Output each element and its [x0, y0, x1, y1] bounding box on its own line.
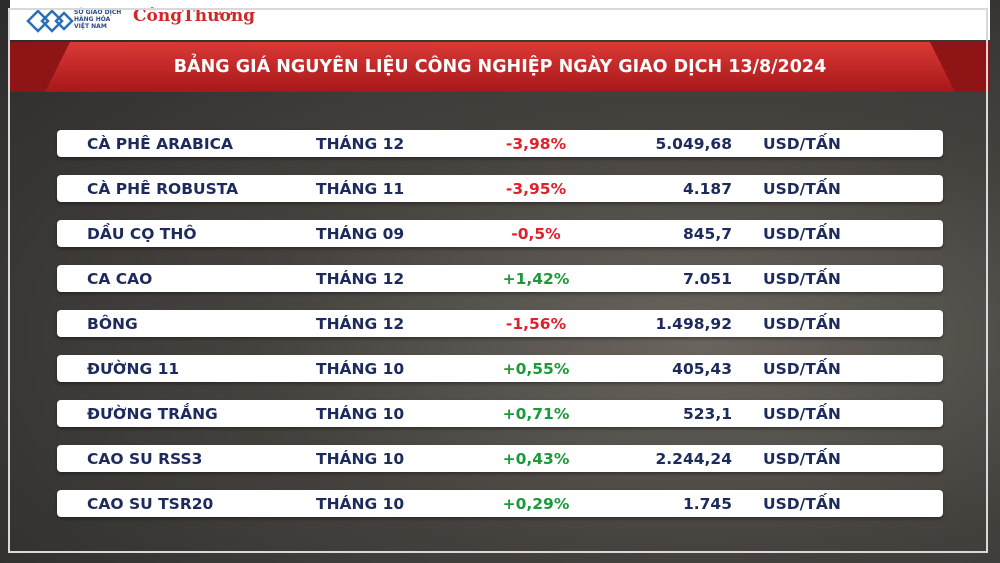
- commodity: CAO SU RSS3: [87, 450, 203, 468]
- contract-month: THÁNG 12: [316, 270, 405, 288]
- unit: USD/TẤN: [763, 180, 841, 198]
- unit: USD/TẤN: [763, 225, 841, 243]
- contract-month: THÁNG 09: [316, 225, 405, 243]
- unit: USD/TẤN: [763, 270, 841, 288]
- logo-text: SỞ GIAO DỊCH: [74, 9, 122, 16]
- change: +0,29%: [502, 495, 570, 513]
- top-bar: SỞ GIAO DỊCH HÀNG HÓA VIỆT NAM CôngThươn…: [10, 0, 990, 40]
- commodity: CA CAO: [87, 270, 153, 288]
- commodity: CÀ PHÊ ROBUSTA: [87, 180, 239, 198]
- change: -3,95%: [505, 180, 567, 198]
- commodity: CÀ PHÊ ARABICA: [87, 135, 233, 153]
- contract-month: THÁNG 12: [316, 315, 405, 333]
- price: 523,1: [682, 405, 732, 423]
- change: -1,56%: [505, 315, 567, 333]
- commodity: DẦU CỌ THÔ: [87, 225, 197, 243]
- contract-month: THÁNG 10: [316, 360, 405, 378]
- unit: USD/TẤN: [763, 135, 841, 153]
- price: 1.745: [682, 495, 732, 513]
- frame: [8, 8, 988, 553]
- table-row: CAO SU TSR20 THÁNG 10 +0,29% 1.745 USD/TẤN: [57, 490, 943, 517]
- price: 405,43: [672, 360, 732, 378]
- contract-month: THÁNG 11: [316, 180, 405, 198]
- price: 845,7: [682, 225, 732, 243]
- price: 2.244,24: [655, 450, 733, 468]
- title: BẢNG GIÁ NGUYÊN LIỆU CÔNG NGHIỆP NGÀY GI…: [173, 57, 827, 77]
- commodity: ĐƯỜNG TRẮNG: [87, 405, 218, 423]
- change: +0,43%: [502, 450, 570, 468]
- table-row: ĐƯỜNG TRẮNG THÁNG 10 +0,71% 523,1 USD/TẤN: [57, 400, 943, 427]
- contract-month: THÁNG 10: [316, 450, 405, 468]
- price: 4.187: [682, 180, 732, 198]
- title-banner: [10, 42, 990, 92]
- unit: USD/TẤN: [763, 495, 841, 513]
- change: -0,5%: [511, 225, 561, 243]
- logo-text: VIỆT NAM: [74, 23, 107, 30]
- change: +1,42%: [502, 270, 570, 288]
- price: 7.051: [682, 270, 732, 288]
- logo-text: HÀNG HÓA: [74, 16, 111, 23]
- price: 1.498,92: [655, 315, 733, 333]
- brand: CôngThương: [133, 6, 256, 26]
- table-row: DẦU CỌ THÔ THÁNG 09 -0,5% 845,7 USD/TẤN: [57, 220, 943, 247]
- contract-month: THÁNG 10: [316, 405, 405, 423]
- table-row: CAO SU RSS3 THÁNG 10 +0,43% 2.244,24 USD/TẤN: [57, 445, 943, 472]
- unit: USD/TẤN: [763, 405, 841, 423]
- commodity: BÔNG: [87, 315, 138, 333]
- contract-month: THÁNG 10: [316, 495, 405, 513]
- commodity: CAO SU TSR20: [87, 495, 214, 513]
- change: +0,55%: [502, 360, 570, 378]
- unit: USD/TẤN: [763, 450, 841, 468]
- change: -3,98%: [505, 135, 567, 153]
- change: +0,71%: [502, 405, 570, 423]
- unit: USD/TẤN: [763, 315, 841, 333]
- table-row: CÀ PHÊ ROBUSTA THÁNG 11 -3,95% 4.187 USD/TẤN: [57, 175, 943, 202]
- table-row: ĐƯỜNG 11 THÁNG 10 +0,55% 405,43 USD/TẤN: [57, 355, 943, 382]
- table-row: BÔNG THÁNG 12 -1,56% 1.498,92 USD/TẤN: [57, 310, 943, 337]
- logo-icon: [26, 9, 74, 33]
- price: 5.049,68: [655, 135, 733, 153]
- contract-month: THÁNG 12: [316, 135, 405, 153]
- commodity: ĐƯỜNG 11: [87, 360, 180, 378]
- unit: USD/TẤN: [763, 360, 841, 378]
- table-row: CÀ PHÊ ARABICA THÁNG 12 -3,98% 5.049,68 USD/…: [57, 130, 943, 157]
- table-row: CA CAO THÁNG 12 +1,42% 7.051 USD/TẤN: [57, 265, 943, 292]
